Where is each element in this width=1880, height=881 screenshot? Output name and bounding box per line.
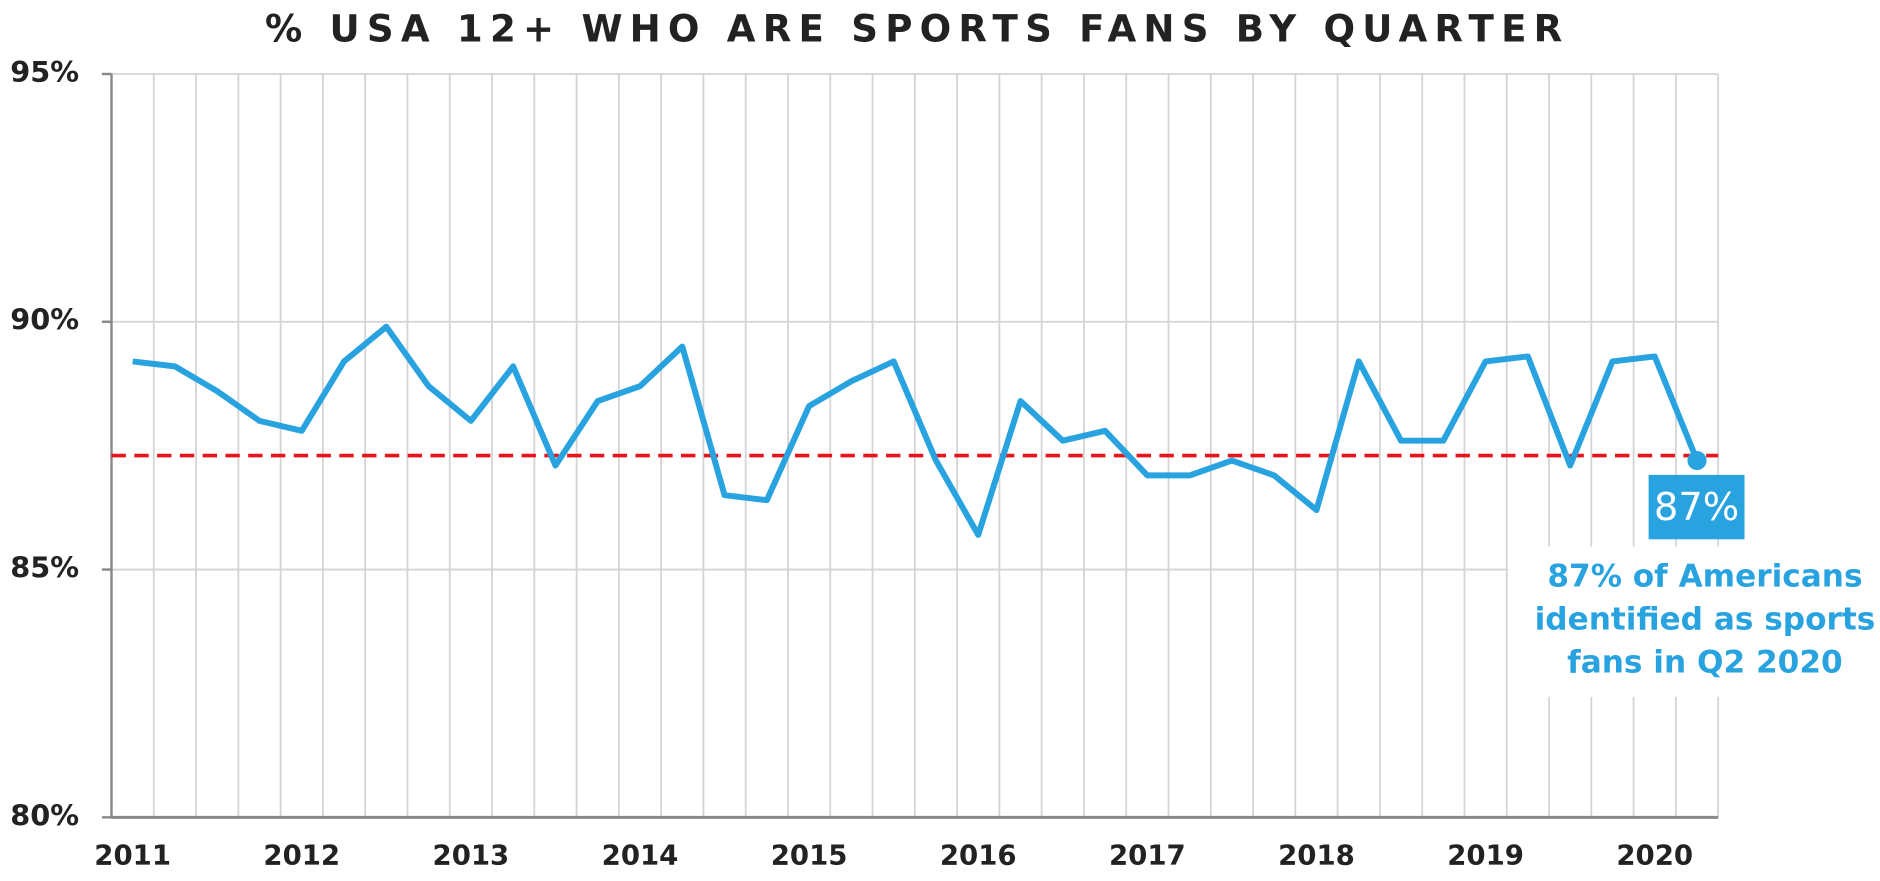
y-tick-label: 85% (10, 551, 79, 585)
y-tick-label: 80% (10, 798, 79, 832)
x-tick-label: 2012 (263, 840, 340, 872)
x-tick-label: 2013 (433, 840, 510, 872)
highlight-box (1648, 474, 1745, 540)
annotation: identified as sports (1535, 602, 1876, 638)
series-line (132, 323, 1700, 538)
x-tick-label: 2019 (1447, 840, 1524, 872)
x-tick-label: 2011 (94, 840, 171, 872)
y-tick-label: 90% (10, 303, 79, 337)
annotation: 87% of Americans (1547, 559, 1862, 595)
highlight-label: 87% (1654, 485, 1739, 530)
x-tick-label: 2016 (940, 840, 1017, 872)
annotation: fans in Q2 2020 (1567, 644, 1843, 680)
y-tick-label: 95% (10, 55, 79, 89)
highlight-dot (1687, 450, 1707, 471)
x-tick-label: 2014 (602, 840, 679, 872)
x-tick-label: 2018 (1278, 840, 1355, 872)
annotation-bg (1508, 546, 1880, 697)
x-tick-label: 2015 (771, 840, 848, 872)
chart-title: % USA 12+ WHO ARE SPORTS FANS BY QUARTER (265, 8, 1570, 51)
x-tick-label: 2017 (1109, 840, 1186, 872)
x-tick-label: 2020 (1616, 840, 1693, 872)
